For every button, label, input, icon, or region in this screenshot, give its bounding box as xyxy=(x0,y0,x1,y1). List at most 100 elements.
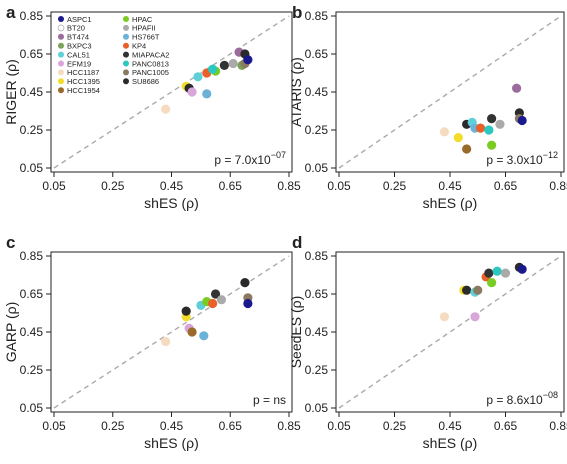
x-tick-label: 0.05 xyxy=(327,419,351,433)
data-point xyxy=(240,278,250,288)
x-tick-label: 0.45 xyxy=(438,419,462,433)
data-point xyxy=(500,268,511,278)
data-point xyxy=(453,133,463,143)
data-point xyxy=(243,55,253,65)
legend-marker xyxy=(123,33,129,40)
legend-marker xyxy=(123,51,129,58)
data-point xyxy=(243,298,253,309)
x-tick-label: 0.85 xyxy=(549,419,567,433)
x-tick-label: 0.85 xyxy=(277,419,301,433)
legend-label: HS766T xyxy=(132,33,160,42)
data-point xyxy=(199,331,209,341)
data-point xyxy=(475,123,486,133)
legend: ASPC1BT20BT474BXPC3CAL51EFM19HCC1187HCC1… xyxy=(57,15,169,95)
data-point xyxy=(181,306,191,316)
legend-marker xyxy=(123,78,129,85)
data-point xyxy=(439,127,450,137)
data-point xyxy=(193,72,203,82)
p-value-annotation: p = 7.0x10−07 xyxy=(214,150,286,167)
x-tick-label: 0.25 xyxy=(383,179,407,193)
x-axis-label: shES (ρ) xyxy=(423,195,478,211)
y-tick-label: 0.65 xyxy=(305,287,329,301)
y-tick-label: 0.25 xyxy=(20,363,44,377)
data-point xyxy=(517,115,527,126)
panel-d: d 0.05 0.05 0.25 0.25 0.45 0.45 0.65 0.65 0.85 0.8… xyxy=(288,233,567,451)
y-tick-label: 0.25 xyxy=(305,363,329,377)
legend-marker xyxy=(58,51,64,58)
y-tick-label: 0.45 xyxy=(20,325,44,339)
reference-line xyxy=(53,255,290,409)
legend-marker xyxy=(58,33,64,40)
data-point xyxy=(487,278,497,288)
legend-label: PANC1005 xyxy=(132,68,169,77)
panel-b: b 0.05 0.05 0.25 0.25 0.45 0.45 0.65 0.65 0.85 0.8… xyxy=(288,3,567,211)
data-point xyxy=(228,58,238,69)
data-point xyxy=(210,289,221,299)
legend-label: HPAC xyxy=(132,15,153,24)
y-tick-label: 0.05 xyxy=(20,401,44,415)
legend-label: CAL51 xyxy=(67,50,90,59)
x-tick-label: 0.05 xyxy=(42,179,66,193)
x-axis-label: shES (ρ) xyxy=(423,435,478,451)
x-tick-label: 0.45 xyxy=(160,179,184,193)
y-tick-label: 0.65 xyxy=(20,47,44,61)
data-point xyxy=(219,60,229,70)
data-point xyxy=(517,264,527,274)
x-tick-label: 0.85 xyxy=(549,179,567,193)
p-value-text: p = 8.6x10 xyxy=(486,393,543,407)
panel-letter: b xyxy=(292,3,302,22)
panel-letter: d xyxy=(292,233,302,252)
legend-label: ASPC1 xyxy=(67,15,92,24)
y-tick-label: 0.85 xyxy=(20,9,44,23)
legend-marker xyxy=(123,24,129,31)
reference-line xyxy=(338,15,562,169)
y-axis-label: GARP (ρ) xyxy=(3,302,19,363)
legend-marker xyxy=(123,60,129,67)
y-tick-label: 0.65 xyxy=(20,287,44,301)
legend-label: EFM19 xyxy=(67,59,91,68)
y-axis-label: ATARIS (ρ) xyxy=(288,57,304,127)
p-value-exponent: −07 xyxy=(271,150,286,160)
data-point xyxy=(208,298,218,309)
legend-label: HPAFII xyxy=(132,24,156,33)
data-point xyxy=(484,268,494,278)
legend-marker xyxy=(123,69,129,76)
p-value-annotation: p = 8.6x10−08 xyxy=(486,390,558,407)
x-tick-label: 0.25 xyxy=(101,179,125,193)
p-value-text: p = 3.0x10 xyxy=(486,153,543,167)
legend-label: MIAPACA2 xyxy=(132,50,169,59)
data-point xyxy=(487,140,497,150)
y-tick-label: 0.85 xyxy=(20,249,44,263)
y-tick-label: 0.45 xyxy=(305,85,329,99)
data-point xyxy=(439,312,450,322)
legend-label: BXPC3 xyxy=(67,42,92,51)
x-tick-label: 0.05 xyxy=(327,179,351,193)
x-tick-label: 0.05 xyxy=(42,419,66,433)
p-value-exponent: −12 xyxy=(543,150,558,160)
legend-marker xyxy=(58,69,64,76)
data-point xyxy=(187,327,197,337)
x-tick-label: 0.25 xyxy=(101,419,125,433)
y-tick-label: 0.25 xyxy=(20,123,44,137)
y-tick-label: 0.45 xyxy=(20,85,44,99)
legend-label: BT20 xyxy=(67,24,85,33)
data-point xyxy=(462,144,472,154)
legend-label: HCC1395 xyxy=(67,77,100,86)
panel-letter: c xyxy=(6,233,15,252)
data-point xyxy=(495,119,505,129)
reference-line xyxy=(53,15,290,169)
p-value-exponent: −08 xyxy=(543,390,558,400)
legend-marker xyxy=(58,78,64,85)
x-tick-label: 0.65 xyxy=(494,419,518,433)
legend-marker xyxy=(58,42,64,49)
p-value-text: p = 7.0x10 xyxy=(214,153,271,167)
legend-label: PANC0813 xyxy=(132,59,169,68)
legend-marker xyxy=(58,60,64,67)
y-axis-label: RIGER (ρ) xyxy=(3,59,19,125)
y-tick-label: 0.85 xyxy=(305,9,329,23)
data-point xyxy=(511,83,522,93)
y-axis-label: SeedES (ρ) xyxy=(288,296,304,369)
panel-a: a 0.05 0.05 0.25 0.25 0.45 0.45 0.65 0.65 0.85 0.8… xyxy=(3,3,301,211)
data-point xyxy=(208,64,218,74)
